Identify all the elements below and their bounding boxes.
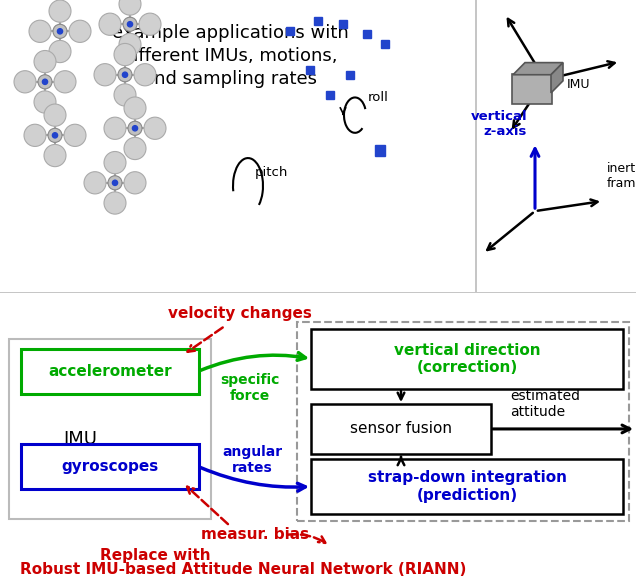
FancyBboxPatch shape (9, 339, 211, 519)
Text: angular
rates: angular rates (222, 445, 282, 475)
Text: roll: roll (368, 91, 389, 105)
Circle shape (113, 180, 118, 186)
Circle shape (118, 68, 132, 82)
FancyBboxPatch shape (21, 349, 199, 394)
Circle shape (144, 117, 166, 139)
Text: vertical direction
(correction): vertical direction (correction) (394, 343, 541, 375)
Circle shape (54, 71, 76, 93)
Polygon shape (551, 62, 563, 93)
Text: gyroscopes: gyroscopes (62, 459, 158, 474)
Circle shape (99, 13, 121, 35)
Text: measur. bias: measur. bias (201, 528, 309, 543)
Circle shape (132, 125, 137, 131)
Text: inertial
frame: inertial frame (607, 162, 636, 190)
FancyBboxPatch shape (311, 329, 623, 389)
Circle shape (53, 24, 67, 38)
Bar (346, 71, 354, 79)
Circle shape (64, 124, 86, 146)
Text: accelerometer: accelerometer (48, 364, 172, 379)
Circle shape (119, 34, 141, 55)
Bar (381, 40, 389, 49)
Circle shape (14, 71, 36, 93)
Circle shape (124, 97, 146, 119)
Circle shape (34, 50, 56, 73)
Circle shape (49, 40, 71, 62)
Circle shape (49, 0, 71, 22)
Circle shape (123, 17, 137, 31)
Circle shape (29, 20, 51, 42)
Text: estimated
attitude: estimated attitude (510, 389, 580, 419)
Circle shape (114, 43, 136, 66)
Circle shape (52, 133, 58, 138)
Text: Replace with: Replace with (100, 549, 211, 564)
Polygon shape (513, 62, 563, 75)
Circle shape (139, 13, 161, 35)
Circle shape (127, 21, 132, 27)
FancyBboxPatch shape (311, 459, 623, 514)
Circle shape (48, 128, 62, 142)
Bar (286, 27, 294, 35)
Circle shape (44, 104, 66, 126)
Circle shape (69, 20, 91, 42)
Circle shape (122, 72, 128, 77)
Text: pitch: pitch (255, 166, 288, 179)
Circle shape (104, 151, 126, 174)
Circle shape (38, 75, 52, 89)
Bar (339, 20, 347, 28)
FancyBboxPatch shape (311, 404, 491, 454)
Circle shape (24, 124, 46, 146)
Circle shape (43, 79, 48, 84)
Text: example applications with
different IMUs, motions,
and sampling rates: example applications with different IMUs… (112, 24, 349, 88)
Text: IMU: IMU (567, 79, 590, 91)
Circle shape (57, 29, 62, 34)
Circle shape (119, 0, 141, 15)
Bar (306, 66, 314, 74)
Circle shape (94, 64, 116, 86)
Text: velocity changes: velocity changes (168, 306, 312, 321)
Circle shape (44, 144, 66, 166)
Text: Robust IMU-based Attitude Neural Network (RIANN): Robust IMU-based Attitude Neural Network… (20, 562, 466, 577)
Circle shape (124, 138, 146, 160)
Circle shape (124, 172, 146, 194)
Circle shape (34, 91, 56, 113)
Circle shape (114, 84, 136, 106)
Circle shape (108, 176, 122, 190)
Text: IMU: IMU (63, 430, 97, 448)
Text: vertical
z-axis: vertical z-axis (471, 110, 527, 138)
Circle shape (104, 192, 126, 214)
Circle shape (104, 117, 126, 139)
FancyBboxPatch shape (297, 322, 629, 521)
Text: sensor fusion: sensor fusion (350, 421, 452, 436)
Circle shape (134, 64, 156, 86)
Circle shape (84, 172, 106, 194)
FancyBboxPatch shape (21, 444, 199, 489)
Bar (326, 91, 334, 99)
FancyBboxPatch shape (512, 74, 552, 104)
Circle shape (128, 121, 142, 135)
Text: specific
force: specific force (220, 373, 280, 403)
Bar (363, 30, 371, 38)
Bar (314, 17, 322, 25)
Bar (375, 146, 385, 155)
Text: strap-down integration
(prediction): strap-down integration (prediction) (368, 470, 567, 503)
